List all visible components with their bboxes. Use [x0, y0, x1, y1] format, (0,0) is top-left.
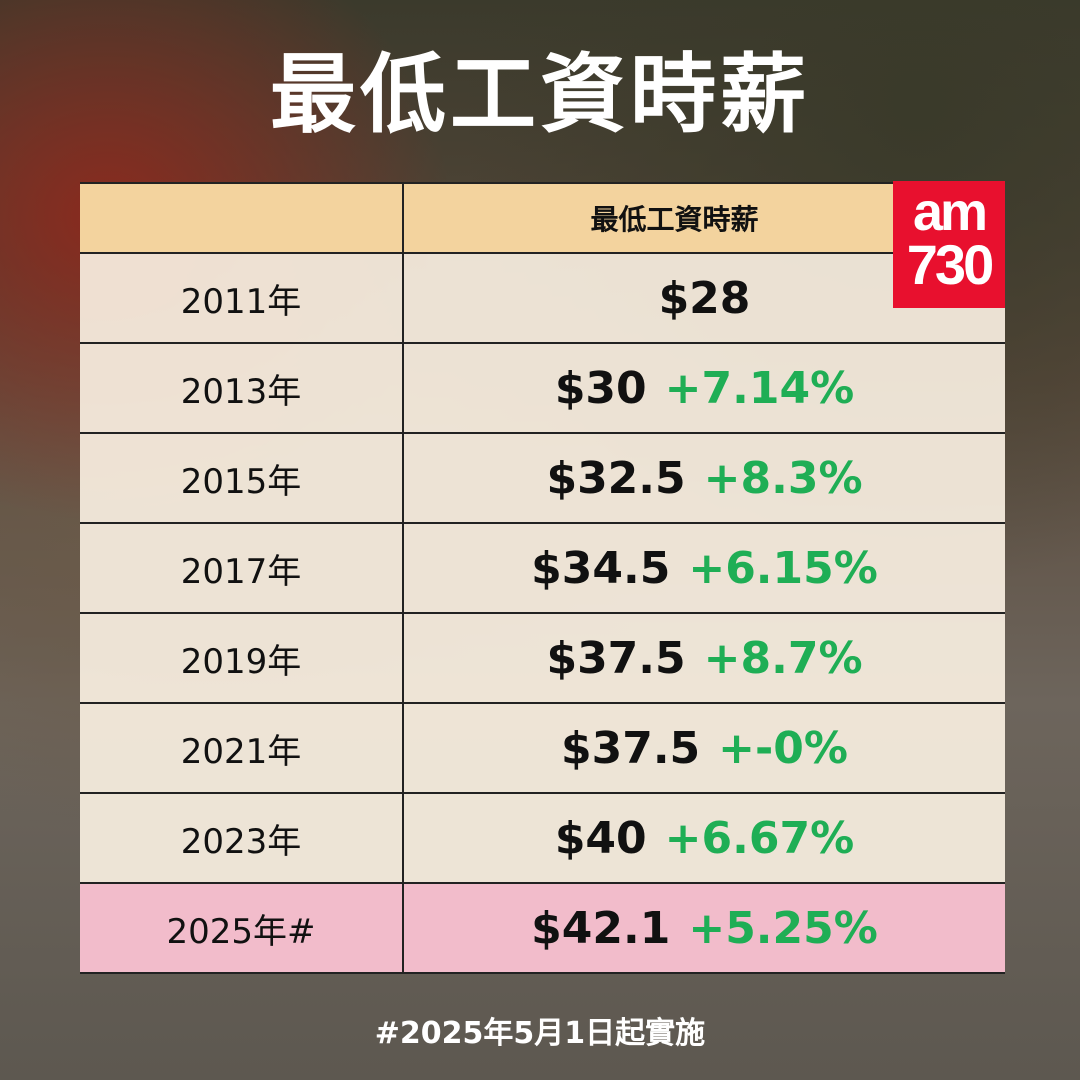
table-row: 2021年 $37.5 +-0% [80, 704, 1005, 794]
wage-value: $42.1 [531, 902, 671, 954]
year-cell: 2025年# [80, 884, 404, 972]
change-percent: +-0% [718, 722, 849, 774]
wage-value: $37.5 [546, 632, 686, 684]
am730-logo: am 730 [893, 181, 1005, 308]
table-row: 2015年 $32.5 +8.3% [80, 434, 1005, 524]
wage-value: $34.5 [531, 542, 671, 594]
wage-cell: $30 +7.14% [404, 344, 1005, 432]
wage-cell: $42.1 +5.25% [404, 884, 1005, 972]
wage-cell: $28 [404, 254, 1005, 342]
wage-value: $32.5 [546, 452, 686, 504]
table-row: 2011年 $28 [80, 254, 1005, 344]
year-cell: 2013年 [80, 344, 404, 432]
wage-value: $30 [554, 362, 647, 414]
page-title: 最低工資時薪 [270, 45, 810, 145]
year-cell: 2021年 [80, 704, 404, 792]
change-percent: +5.25% [688, 902, 878, 954]
table-row: 2019年 $37.5 +8.7% [80, 614, 1005, 704]
change-percent: +8.3% [703, 452, 863, 504]
wage-cell: $37.5 +8.7% [404, 614, 1005, 702]
wage-cell: $32.5 +8.3% [404, 434, 1005, 522]
header-cell-year [80, 184, 404, 252]
wage-value: $40 [554, 812, 647, 864]
wage-cell: $34.5 +6.15% [404, 524, 1005, 612]
header-cell-wage: 最低工資時薪 [590, 203, 759, 236]
year-cell: 2023年 [80, 794, 404, 882]
wage-cell: $37.5 +-0% [404, 704, 1005, 792]
table-row: 2025年# $42.1 +5.25% [80, 884, 1005, 974]
wage-value: $37.5 [560, 722, 701, 774]
change-percent: +6.67% [664, 812, 855, 864]
change-percent: +8.7% [703, 632, 863, 684]
year-cell: 2011年 [80, 254, 404, 342]
year-cell: 2017年 [80, 524, 404, 612]
change-percent: +7.14% [664, 362, 855, 414]
year-cell: 2015年 [80, 434, 404, 522]
table-row: 2013年 $30 +7.14% [80, 344, 1005, 434]
wage-table: 最低工資時薪 2011年 $28 2013年 $30 +7.14% 2015年 $32… [80, 182, 1005, 974]
wage-cell: $40 +6.67% [404, 794, 1005, 882]
footnote: #2025年5月1日起實施 [374, 1016, 706, 1051]
year-cell: 2019年 [80, 614, 404, 702]
table-header: 最低工資時薪 [80, 184, 1005, 254]
table-row: 2023年 $40 +6.67% [80, 794, 1005, 884]
wage-value: $28 [658, 272, 751, 324]
change-percent: +6.15% [688, 542, 878, 594]
table-row: 2017年 $34.5 +6.15% [80, 524, 1005, 614]
